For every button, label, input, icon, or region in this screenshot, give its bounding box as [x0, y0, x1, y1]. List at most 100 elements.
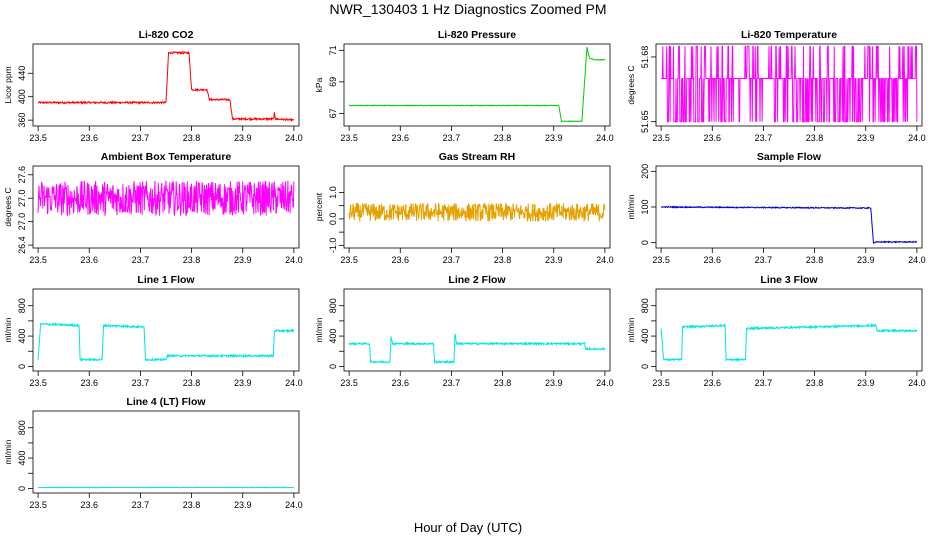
y-tick-label: 440 [17, 66, 27, 81]
x-tick-label: 23.5 [340, 133, 358, 143]
x-tick-label: 23.5 [652, 255, 670, 265]
x-tick-label: 24.0 [908, 133, 926, 143]
y-tick-label: 800 [17, 420, 27, 435]
plot-frame [32, 165, 300, 249]
x-tick-label: 24.0 [908, 378, 926, 388]
x-tick-label: 23.6 [704, 133, 722, 143]
panel-7: Line 1 Flow 23.5 23.6 23.7 23.8 23.9 24.0 0 400 8… [3, 274, 303, 388]
x-tick-label: 23.8 [806, 255, 824, 265]
panel-title: Li-820 Pressure [438, 29, 516, 41]
series-line [37, 321, 295, 363]
y-tick-label: 26.4 [17, 236, 27, 254]
panel-title: Line 4 (LT) Flow [126, 396, 206, 408]
x-tick-label: 23.5 [29, 378, 47, 388]
x-tick-label: 23.8 [183, 255, 201, 265]
x-tick-label: 23.8 [494, 378, 512, 388]
x-tick-label: 23.8 [183, 500, 201, 510]
y-tick-label: 800 [17, 298, 27, 313]
plot-frame [32, 288, 300, 372]
y-tick-label: 360 [17, 113, 27, 128]
plot-frame [343, 165, 611, 249]
y-tick-label: 0 [17, 364, 27, 369]
x-tick-label: 24.0 [285, 378, 303, 388]
x-tick-label: 23.6 [704, 255, 722, 265]
x-tick-label: 23.9 [857, 133, 875, 143]
panel-title: Line 2 Flow [448, 274, 506, 286]
x-tick-label: 24.0 [285, 255, 303, 265]
y-tick-label: 0 [17, 486, 27, 491]
x-tick-label: 23.6 [81, 378, 99, 388]
x-tick-label: 23.8 [806, 378, 824, 388]
x-tick-label: 23.6 [704, 378, 722, 388]
panel-title: Sample Flow [757, 151, 822, 163]
series-line [661, 45, 918, 123]
x-tick-label: 23.7 [755, 133, 773, 143]
panel-3: Li-820 Temperature 23.5 23.6 23.7 23.8 23.9 24… [626, 29, 926, 143]
figure-title: NWR_130403 1 Hz Diagnostics Zoomed PM [329, 1, 606, 17]
y-tick-label: 400 [17, 451, 27, 466]
panel-2: Li-820 Pressure 23.5 23.6 23.7 23.8 23.9 24.0 6… [314, 29, 614, 143]
x-tick-label: 23.9 [857, 255, 875, 265]
plot-frame [655, 288, 923, 372]
panel-title: Gas Stream RH [439, 151, 515, 163]
series-line [37, 180, 295, 217]
x-tick-label: 23.5 [652, 133, 670, 143]
x-tick-label: 24.0 [285, 500, 303, 510]
x-tick-label: 24.0 [596, 255, 614, 265]
plot-frame [343, 288, 611, 372]
x-axis-label: Hour of Day (UTC) [414, 520, 522, 535]
series-line [348, 46, 606, 123]
y-tick-label: 0 [640, 240, 650, 245]
x-tick-label: 23.6 [81, 133, 99, 143]
series-line [348, 201, 606, 222]
x-tick-label: 23.6 [392, 255, 410, 265]
x-tick-label: 23.7 [443, 255, 461, 265]
y-axis-label: percent [314, 192, 324, 221]
plot-frame [32, 410, 300, 494]
y-tick-label: 71 [328, 45, 338, 55]
y-tick-label: 27.0 [17, 189, 27, 207]
panel-title: Li-820 CO2 [139, 29, 194, 41]
panel-1: Li-820 CO2 23.5 23.6 23.7 23.8 23.9 24.0 360 400… [3, 29, 303, 143]
y-tick-label: 67 [328, 108, 338, 118]
x-tick-label: 23.9 [234, 133, 252, 143]
x-tick-label: 23.8 [183, 133, 201, 143]
y-axis-label: ml/min [626, 194, 636, 219]
panel-10: Line 4 (LT) Flow 23.5 23.6 23.7 23.8 23.9 24.0… [3, 396, 303, 510]
y-axis-label: degrees C [626, 65, 636, 104]
x-tick-label: 23.5 [29, 133, 47, 143]
y-tick-label: 800 [640, 298, 650, 313]
x-tick-label: 23.9 [545, 133, 563, 143]
y-tick-label: 0 [328, 364, 338, 369]
x-tick-label: 23.7 [443, 378, 461, 388]
y-tick-label: 0 [640, 364, 650, 369]
y-tick-label: 51.68 [640, 46, 650, 69]
panel-title: Ambient Box Temperature [101, 151, 232, 163]
x-tick-label: 24.0 [285, 133, 303, 143]
panel-8: Line 2 Flow 23.5 23.6 23.7 23.8 23.9 24.0 0 400 8… [314, 274, 614, 388]
x-tick-label: 23.5 [29, 255, 47, 265]
x-tick-label: 23.7 [755, 255, 773, 265]
plot-frame [343, 43, 611, 127]
y-tick-label: 51.65 [640, 110, 650, 133]
series-line [660, 322, 918, 363]
x-tick-label: 23.9 [545, 378, 563, 388]
x-tick-label: 23.9 [857, 378, 875, 388]
x-tick-label: 23.9 [234, 255, 252, 265]
y-tick-label: 100 [640, 199, 650, 214]
panel-title: Line 3 Flow [760, 274, 818, 286]
panel-5: Gas Stream RH 23.5 23.6 23.7 23.8 23.9 24.0 -1.… [314, 151, 614, 265]
y-axis-label: Licor ppm [3, 66, 13, 103]
y-axis-label: ml/min [314, 317, 324, 342]
plot-frame [655, 43, 923, 127]
y-tick-label: 400 [328, 329, 338, 344]
series-line [348, 333, 606, 365]
x-tick-label: 23.9 [545, 255, 563, 265]
plot-frame [32, 43, 300, 127]
panel-6: Sample Flow 23.5 23.6 23.7 23.8 23.9 24.0 0 100 2… [626, 151, 926, 265]
y-tick-label: 400 [17, 329, 27, 344]
y-tick-label: 400 [17, 89, 27, 104]
y-axis-label: degrees C [3, 187, 13, 226]
x-tick-label: 23.6 [81, 255, 99, 265]
